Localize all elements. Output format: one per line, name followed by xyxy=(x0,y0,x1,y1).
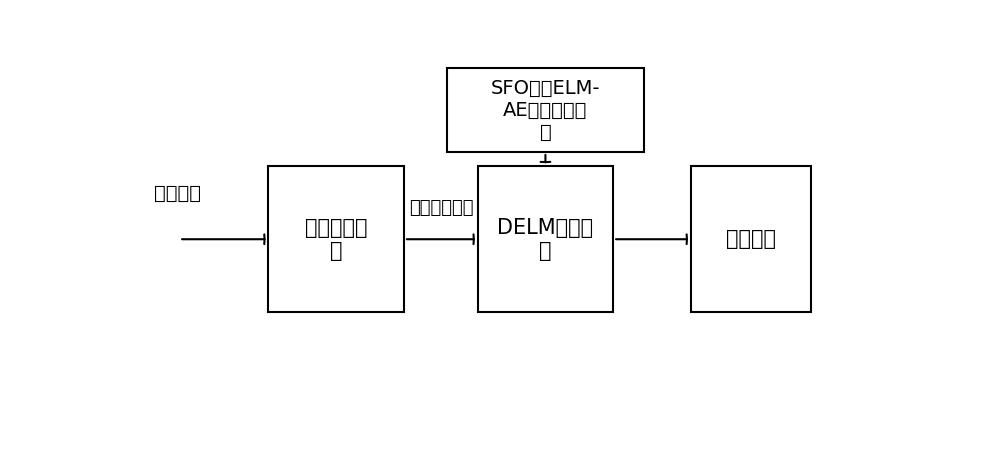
Text: SFO优化ELM-
AE的隐藏层权
重: SFO优化ELM- AE的隐藏层权 重 xyxy=(491,79,600,142)
Text: 激励信号: 激励信号 xyxy=(154,184,201,203)
Bar xyxy=(447,68,644,152)
Bar xyxy=(691,166,811,313)
Text: 待测电路模
型: 待测电路模 型 xyxy=(305,217,367,261)
Text: 故障识别: 故障识别 xyxy=(726,229,776,249)
Bar xyxy=(478,166,613,313)
Bar xyxy=(268,166,404,313)
Text: DELM网络结
构: DELM网络结 构 xyxy=(497,217,594,261)
Text: 提取故障数据: 提取故障数据 xyxy=(409,199,473,217)
